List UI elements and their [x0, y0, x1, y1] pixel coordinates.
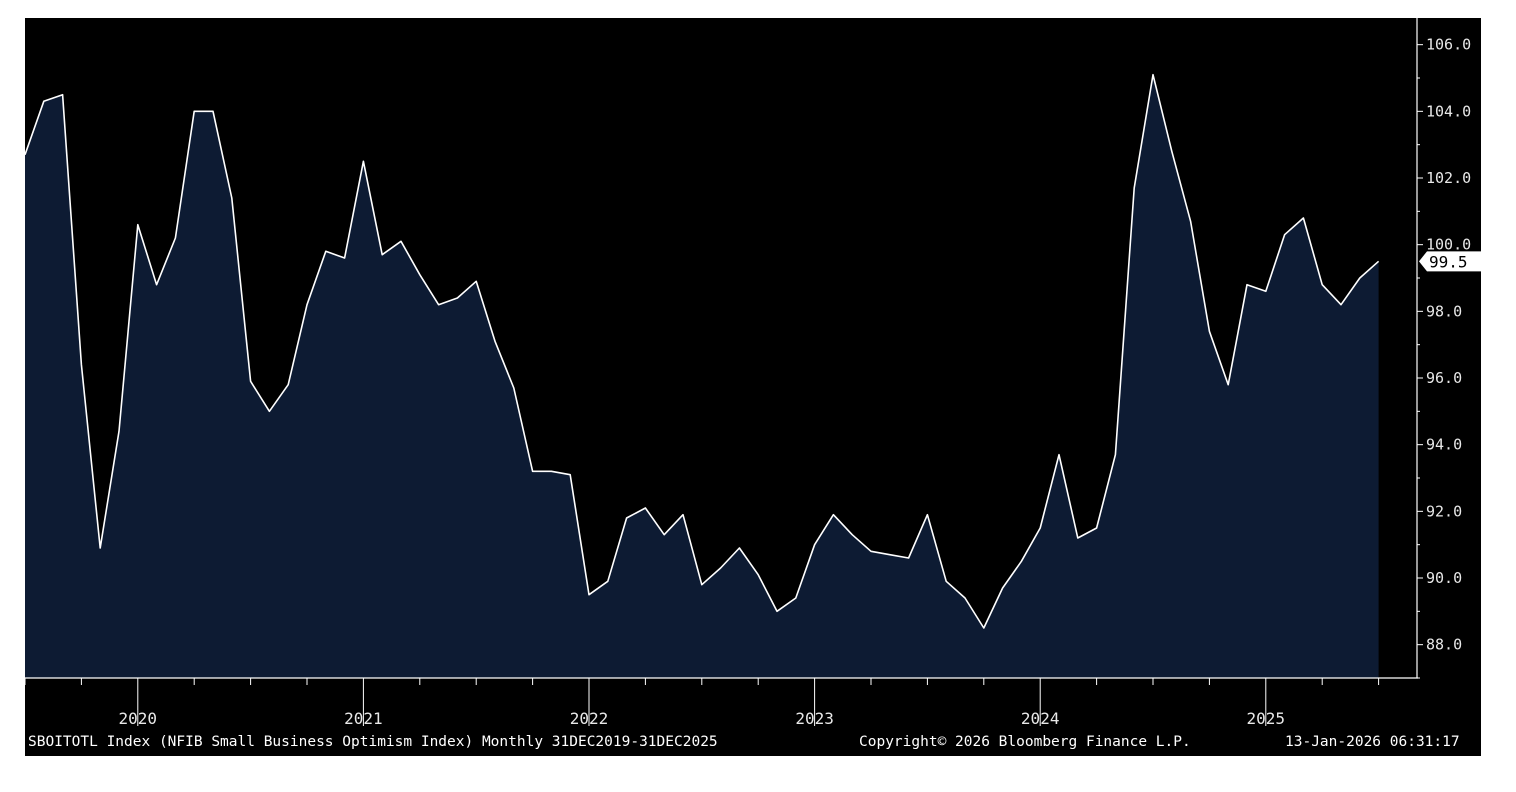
data-point [889, 554, 890, 555]
y-tick-label: 100.0 [1426, 236, 1471, 254]
data-point [589, 594, 590, 595]
data-point [1040, 528, 1041, 529]
data-point [852, 534, 853, 535]
data-point [758, 574, 759, 575]
data-point [1077, 538, 1078, 539]
x-year-label: 2020 [119, 709, 158, 728]
series-line [25, 73, 1380, 629]
y-tick-label: 94.0 [1426, 436, 1462, 454]
data-point [1378, 261, 1379, 262]
data-point [965, 598, 966, 599]
data-point [645, 508, 646, 509]
data-point [344, 258, 345, 259]
data-point [1341, 304, 1342, 305]
x-year-label: 2025 [1247, 709, 1286, 728]
data-point [1002, 588, 1003, 589]
data-point [419, 274, 420, 275]
data-point [551, 471, 552, 472]
data-point [927, 514, 928, 515]
data-point [1153, 74, 1154, 75]
data-point [194, 111, 195, 112]
data-point [100, 548, 101, 549]
data-point [1059, 454, 1060, 455]
data-point [626, 518, 627, 519]
data-point [1265, 291, 1266, 292]
x-year-label: 2021 [344, 709, 383, 728]
data-point [1247, 284, 1248, 285]
data-point [1209, 331, 1210, 332]
data-point [1171, 151, 1172, 152]
data-point [1134, 188, 1135, 189]
data-point [269, 411, 270, 412]
data-point [833, 514, 834, 515]
y-tick-label: 88.0 [1426, 636, 1462, 654]
data-point [307, 304, 308, 305]
series-area [25, 74, 1379, 678]
y-tick-label: 102.0 [1426, 169, 1471, 187]
data-point [288, 384, 289, 385]
y-tick-label: 92.0 [1426, 502, 1462, 520]
data-point [81, 364, 82, 365]
data-point [1021, 561, 1022, 562]
y-tick-label: 90.0 [1426, 569, 1462, 587]
y-tick-label: 106.0 [1426, 36, 1471, 54]
data-point [1115, 454, 1116, 455]
chart-panel: 88.0 90.0 92.0 94.0 96.0 98.0 100.0 102.0 104.0 1… [25, 18, 1481, 756]
data-point [983, 628, 984, 629]
data-point [777, 611, 778, 612]
data-point [720, 568, 721, 569]
data-point [382, 254, 383, 255]
last-value-badge [1419, 251, 1481, 272]
data-point [739, 548, 740, 549]
data-point [137, 224, 138, 225]
series-description: SBOITOTL Index (NFIB Small Business Opti… [28, 734, 718, 750]
data-point [871, 551, 872, 552]
data-point [325, 251, 326, 252]
y-tick-label: 98.0 [1426, 302, 1462, 320]
x-year-label: 2023 [795, 709, 834, 728]
y-tick-label: 104.0 [1426, 102, 1471, 120]
data-point [1228, 384, 1229, 385]
y-tick-label: 96.0 [1426, 369, 1462, 387]
timestamp: 13-Jan-2026 06:31:17 [1285, 734, 1460, 750]
data-point [62, 94, 63, 95]
data-point [1322, 284, 1323, 285]
data-point [664, 534, 665, 535]
data-point [1359, 278, 1360, 279]
data-point [231, 198, 232, 199]
last-value-label: 99.5 [1429, 252, 1468, 271]
data-point [438, 304, 439, 305]
x-year-label: 2022 [570, 709, 609, 728]
data-point [1190, 221, 1191, 222]
data-point [495, 341, 496, 342]
line-chart: 88.0 90.0 92.0 94.0 96.0 98.0 100.0 102.0 104.0 1… [25, 18, 1481, 728]
copyright-notice: Copyright© 2026 Bloomberg Finance L.P. [859, 734, 1191, 750]
data-point [213, 111, 214, 112]
data-point [814, 544, 815, 545]
data-point [570, 474, 571, 475]
data-point [607, 581, 608, 582]
data-point [513, 388, 514, 389]
data-point [476, 281, 477, 282]
data-point [795, 598, 796, 599]
data-point [457, 298, 458, 299]
data-point [532, 471, 533, 472]
data-point [946, 581, 947, 582]
data-point [156, 284, 157, 285]
data-point [701, 584, 702, 585]
data-point [43, 101, 44, 102]
data-point [1303, 218, 1304, 219]
data-point [119, 431, 120, 432]
data-point [908, 558, 909, 559]
data-point [1284, 234, 1285, 235]
data-point [175, 238, 176, 239]
data-point [250, 381, 251, 382]
data-point [401, 241, 402, 242]
x-year-label: 2024 [1021, 709, 1060, 728]
data-point [1096, 528, 1097, 529]
data-point [363, 161, 364, 162]
data-point [683, 514, 684, 515]
